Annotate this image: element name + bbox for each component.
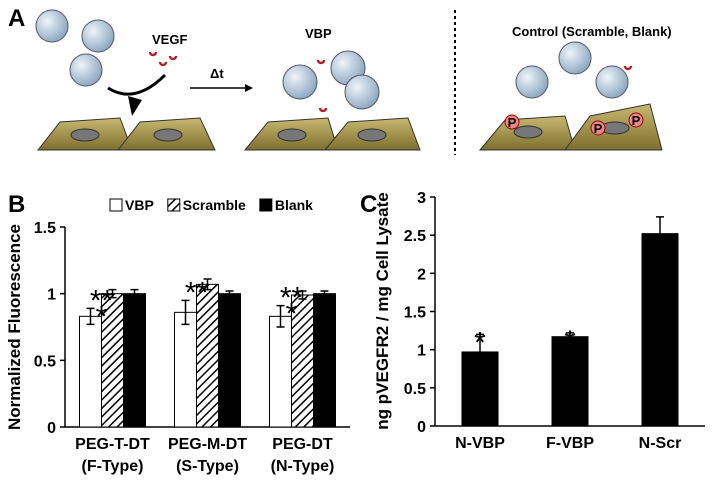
bar	[123, 293, 146, 428]
dt-label: Δt	[210, 66, 224, 81]
significance: *	[564, 325, 576, 358]
p-label: P	[508, 115, 517, 130]
significance: **	[185, 276, 209, 309]
x-tick-label: PEG-T-DT	[75, 436, 150, 453]
y-tick-label: 0	[47, 420, 56, 437]
significance: *	[286, 298, 298, 331]
legend-swatch	[259, 198, 273, 212]
x-tick-label: N-Scr	[639, 435, 682, 452]
bar	[641, 233, 679, 427]
arrow	[107, 73, 167, 96]
control-label: Control (Scramble, Blank)	[512, 24, 672, 39]
y-tick-label: 0	[417, 419, 426, 436]
error-bar	[86, 307, 95, 326]
error-bar	[320, 290, 329, 298]
panel-label: C	[360, 191, 377, 218]
arrow-head	[128, 96, 142, 116]
legend-label: Blank	[275, 197, 313, 213]
y-tick-label: 0.5	[34, 353, 56, 370]
x-tick-label: PEG-M-DT	[168, 436, 247, 453]
x-tick-label: N-VBP	[455, 435, 505, 452]
error-bar	[181, 299, 190, 326]
x-tick-label: F-VBP	[546, 435, 594, 452]
phospho	[628, 112, 644, 128]
x-tick-label: (S-Type)	[176, 458, 239, 475]
legend-label: VBP	[125, 197, 154, 213]
error-bar	[566, 332, 574, 342]
x-tick-label: PEG-DT	[272, 436, 333, 453]
x-tick-label: (F-Type)	[82, 458, 144, 475]
arrow-head	[245, 84, 253, 92]
y-tick-label: 3	[417, 190, 426, 207]
p-label: P	[632, 113, 641, 128]
error-bar	[476, 333, 484, 371]
error-bar	[225, 290, 234, 298]
x-tick-label: (N-Type)	[271, 458, 335, 475]
vbp-label: VBP	[305, 26, 332, 41]
legend-swatch	[167, 198, 181, 212]
vegf-label: VEGF	[152, 32, 187, 47]
diagram: A P P P VEGF Δt	[8, 5, 672, 155]
vegf-molecules	[148, 51, 633, 113]
panel-label: B	[8, 191, 25, 218]
error-bar	[130, 288, 139, 299]
y-tick-label: 1.5	[34, 220, 56, 237]
y-tick-label: 2.5	[404, 228, 426, 245]
y-axis-label: ng pVEGFR2 / mg Cell Lysate	[373, 192, 392, 429]
bar	[269, 315, 292, 428]
y-axis-label: Normalized Fluorescence	[5, 224, 24, 430]
error-bar	[276, 304, 285, 328]
error-bar	[298, 290, 307, 300]
significance: **	[90, 284, 114, 317]
error-bar	[203, 278, 212, 291]
error-bar	[656, 216, 664, 252]
error-bar	[108, 288, 117, 299]
bar	[174, 311, 197, 428]
phospho	[590, 120, 606, 136]
y-tick-label: 0.5	[404, 381, 426, 398]
panel-label: A	[8, 5, 25, 32]
p-label: P	[594, 121, 603, 136]
y-tick-label: 1	[417, 343, 426, 360]
spheres	[35, 9, 629, 110]
significance: *	[96, 300, 108, 333]
significance: **	[280, 282, 304, 315]
bar	[313, 293, 336, 428]
y-tick-label: 1	[47, 287, 56, 304]
legend-label: Scramble	[183, 197, 246, 213]
significance: *	[474, 326, 486, 359]
bar	[218, 293, 241, 428]
y-tick-label: 2	[417, 266, 426, 283]
phospho	[504, 114, 520, 130]
y-tick-label: 1.5	[404, 305, 426, 322]
legend-swatch	[109, 198, 123, 212]
